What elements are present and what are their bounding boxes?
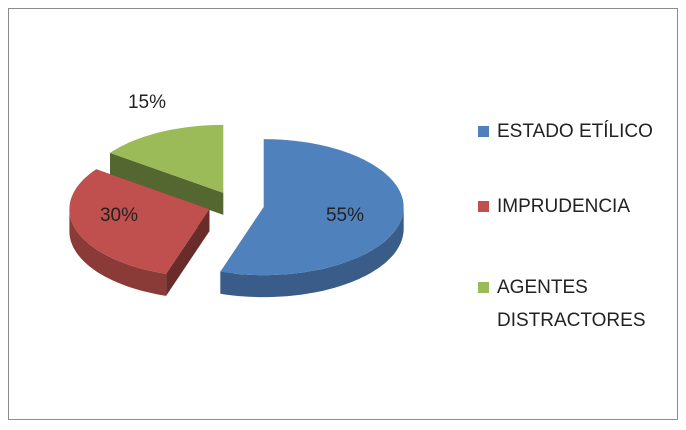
legend-label: IMPRUDENCIA xyxy=(497,196,631,217)
data-label: 15% xyxy=(128,92,166,113)
data-label: 55% xyxy=(326,205,364,226)
legend-swatch xyxy=(478,126,489,137)
legend-swatch xyxy=(478,201,489,212)
legend-label: AGENTES DISTRACTORES xyxy=(497,277,646,331)
slice xyxy=(69,169,210,274)
legend-label: ESTADO ETÍLICO xyxy=(497,121,653,142)
slice-side xyxy=(220,207,404,298)
slice xyxy=(220,139,404,276)
slice-edge xyxy=(110,152,224,215)
legend-entry: AGENTES DISTRACTORES xyxy=(478,271,667,337)
slice-edge xyxy=(166,209,210,296)
legend-swatch xyxy=(478,282,489,293)
data-label: 30% xyxy=(100,205,138,226)
slice-side xyxy=(69,209,167,296)
slice xyxy=(110,124,224,193)
legend-entry: IMPRUDENCIA xyxy=(478,190,667,223)
legend-entry: ESTADO ETÍLICO xyxy=(478,115,667,148)
